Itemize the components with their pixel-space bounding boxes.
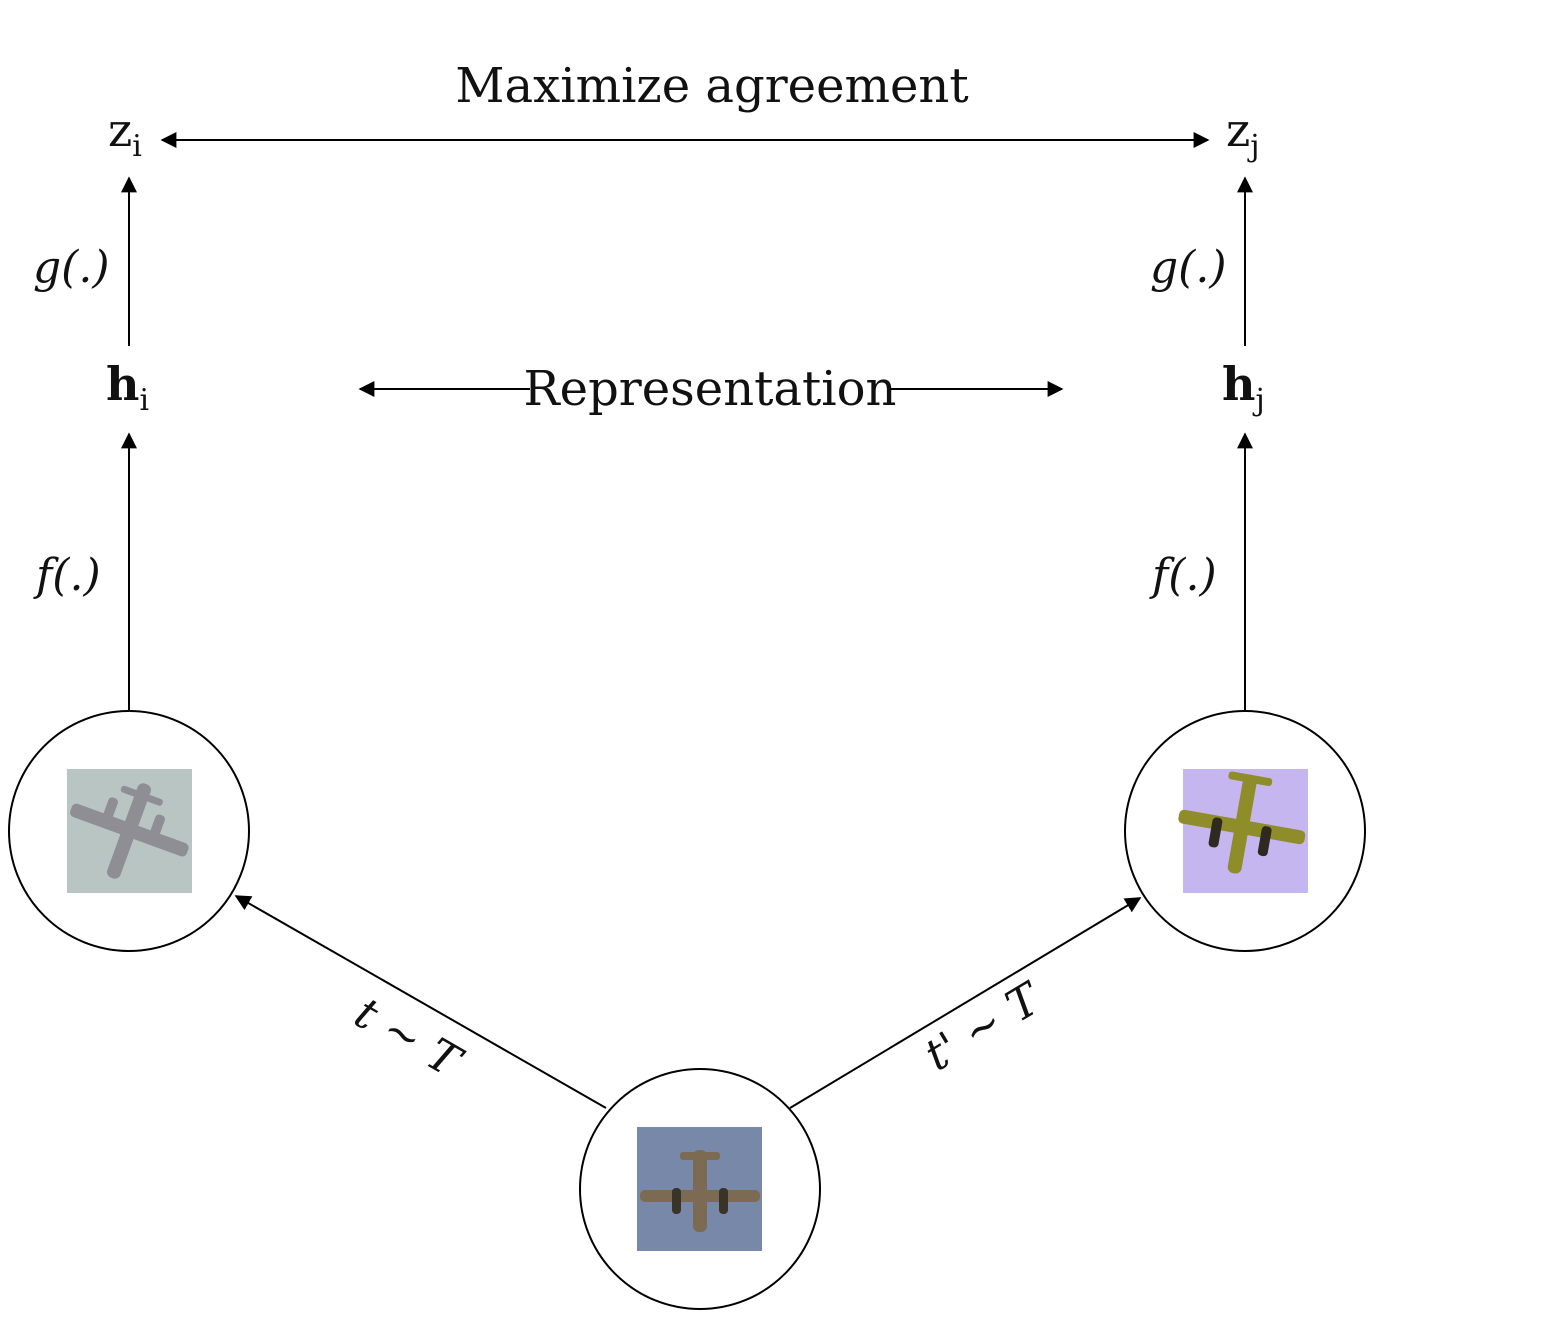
right-transform-arrow [789, 897, 1142, 1109]
z-i-label: zi [108, 103, 142, 164]
right-augmented-node [1124, 710, 1366, 952]
left-transform-arrow [234, 895, 607, 1109]
left-g-label: g(.) [33, 242, 109, 293]
left-f-label: f(.) [33, 550, 101, 601]
h-i-label: hi [106, 357, 149, 418]
right-g-label: g(.) [1150, 242, 1226, 293]
airplane-color-jitter-icon [1178, 769, 1308, 893]
title-maximize-agreement: Maximize agreement [455, 58, 968, 114]
airplane-original-icon [637, 1127, 762, 1251]
right-transform-label: t' ~ T [916, 972, 1052, 1081]
z-j-label: zj [1226, 103, 1260, 164]
right-f-label: f(.) [1149, 550, 1217, 601]
representation-label: Representation [524, 361, 897, 417]
airplane-grayscale-icon [67, 769, 192, 893]
h-j-label: hj [1222, 357, 1265, 418]
left-augmented-node [8, 710, 250, 952]
center-original-node [579, 1068, 821, 1310]
left-transform-label: t ~ T [346, 987, 472, 1089]
